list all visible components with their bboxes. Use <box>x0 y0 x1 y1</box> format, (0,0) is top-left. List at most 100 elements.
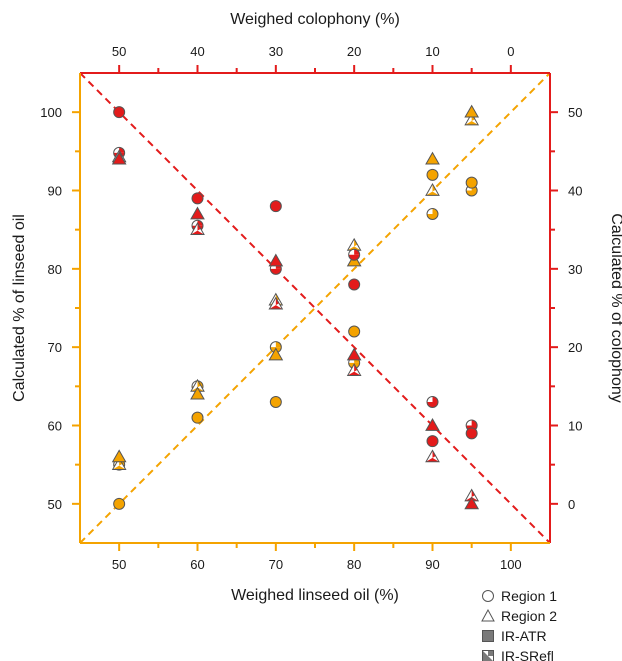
marker-half-fill <box>427 402 438 408</box>
data-point <box>191 411 204 424</box>
legend-item-region-2: Region 2 <box>481 608 557 624</box>
x-tick-label: 80 <box>347 557 361 572</box>
marker-quarter-fill <box>354 249 360 255</box>
data-point <box>190 386 205 400</box>
data-point <box>269 200 282 213</box>
marker-half-fill <box>426 191 439 196</box>
marker-quarter-fill <box>197 220 203 226</box>
legend-label: IR-ATR <box>501 628 547 644</box>
data-point <box>464 104 480 118</box>
marker-body <box>425 417 440 431</box>
marker-body <box>190 386 205 400</box>
marker-body <box>113 106 126 119</box>
data-point <box>191 192 204 205</box>
y-tick-label: 80 <box>48 262 62 277</box>
marker-half-fill <box>348 254 360 261</box>
x2-tick-label: 0 <box>507 44 514 59</box>
marker-half-fill <box>112 465 126 470</box>
marker-outline <box>464 112 480 126</box>
y2-tick-label: 20 <box>568 340 582 355</box>
marker-quarter-fill <box>275 341 282 348</box>
data-point <box>465 176 478 189</box>
x2-axis-ticks: 50 40 30 20 10 0 <box>112 44 514 73</box>
marker-outline <box>268 296 284 310</box>
y2-tick-label: 10 <box>568 419 582 434</box>
marker-quarter-fill <box>432 208 438 214</box>
marker-half-fill <box>269 305 283 309</box>
data-point <box>425 449 440 463</box>
legend-label: Region 2 <box>501 608 557 624</box>
marker-body <box>268 347 284 361</box>
data-point <box>426 208 439 220</box>
y2-tick-label: 50 <box>568 105 582 120</box>
legend-half-square-icon <box>482 650 494 661</box>
data-point <box>426 396 439 408</box>
data-point <box>346 237 362 251</box>
legend-item-ir-srefl: IR-SRefl <box>482 648 554 661</box>
series-colophony-region2-ir-atr <box>111 151 480 510</box>
marker-outline <box>190 222 205 236</box>
data-point <box>426 435 439 448</box>
marker-half-fill <box>347 246 361 251</box>
y-tick-label: 90 <box>48 184 62 199</box>
marker-half-fill <box>466 190 478 196</box>
reference-lines <box>80 73 550 543</box>
data-point <box>426 168 439 181</box>
x2-tick-label: 10 <box>425 44 439 59</box>
marker-body <box>269 396 282 408</box>
data-points <box>111 104 480 510</box>
y2-tick-label: 0 <box>568 497 575 512</box>
x2-tick-label: 40 <box>190 44 204 59</box>
data-point <box>113 497 126 510</box>
marker-body <box>268 253 284 267</box>
marker-body <box>346 347 362 361</box>
x2-axis-title: Weighed colophony (%) <box>230 11 400 28</box>
marker-outline <box>426 208 439 220</box>
data-point <box>111 151 127 165</box>
legend: Region 1 Region 2 IR-ATR IR-SRefl <box>481 588 557 661</box>
marker-half-fill <box>427 214 438 220</box>
y2-tick-label: 40 <box>568 184 582 199</box>
marker-body <box>425 151 440 165</box>
data-point <box>464 496 480 510</box>
x-axis-title: Weighed linseed oil (%) <box>231 587 399 604</box>
data-point <box>425 417 440 431</box>
data-point <box>268 296 284 310</box>
marker-body <box>111 151 127 165</box>
marker-outline <box>348 248 361 261</box>
y2-tick-label: 30 <box>568 262 582 277</box>
x-tick-label: 100 <box>500 557 522 572</box>
y-tick-label: 100 <box>40 105 62 120</box>
series-linseed-region1-ir-atr <box>113 168 478 510</box>
data-point <box>348 248 361 261</box>
marker-outline <box>346 363 362 377</box>
legend-circle-icon <box>482 590 494 602</box>
y-tick-label: 60 <box>48 419 62 434</box>
series-colophony-region2-ir-srefl <box>111 149 480 502</box>
marker-quarter-fill <box>119 147 125 153</box>
y2-axis-title: Calculated % of colophony <box>608 213 622 402</box>
legend-half-fill <box>482 650 493 661</box>
y-axis-ticks: 50 60 70 80 90 100 <box>40 105 80 512</box>
y-tick-label: 70 <box>48 340 62 355</box>
legend-label: IR-SRefl <box>501 648 554 661</box>
marker-body <box>465 427 478 440</box>
series-linseed-region2-ir-atr <box>111 104 480 463</box>
y2-axis-ticks: 0 10 20 30 40 50 <box>550 105 582 512</box>
marker-body <box>464 104 480 118</box>
x-axis-ticks: 50 60 70 80 90 100 <box>112 543 522 572</box>
marker-outline <box>426 396 439 408</box>
data-point <box>269 396 282 408</box>
data-point <box>425 182 440 196</box>
data-point <box>111 449 127 463</box>
legend-label: Region 1 <box>501 588 557 604</box>
x-tick-label: 70 <box>269 557 283 572</box>
x2-tick-label: 30 <box>269 44 283 59</box>
marker-body <box>348 278 361 291</box>
x-tick-label: 60 <box>190 557 204 572</box>
marker-outline <box>425 449 440 463</box>
data-point <box>268 253 284 267</box>
data-point <box>425 151 440 165</box>
legend-filled-square-icon <box>482 630 494 642</box>
